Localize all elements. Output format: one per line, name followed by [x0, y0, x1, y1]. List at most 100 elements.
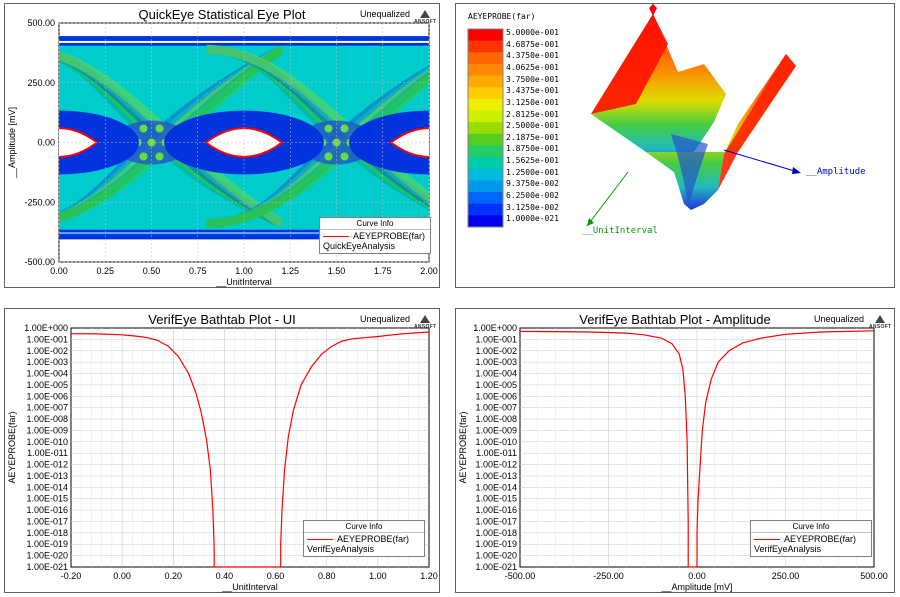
- crossing-dot: [340, 152, 349, 161]
- y-tick-label: 1.00E-019: [26, 539, 68, 549]
- y-tick-label: 1.00E-011: [476, 448, 517, 458]
- x-tick-label: -0.20: [61, 571, 82, 581]
- transition-band: [59, 45, 285, 223]
- legend-entry-label: AEYEPROBE(far): [337, 534, 410, 544]
- eye-opening-border: [59, 110, 139, 175]
- colorbar-swatch: [468, 192, 503, 205]
- y-tick-label: 1.00E-010: [475, 437, 517, 447]
- y-tick-label: 1.00E-013: [26, 471, 68, 481]
- crossing-dot: [340, 124, 349, 133]
- x-axis-label: __UnitInterval: [221, 582, 278, 592]
- y-tick-label: 1.00E-006: [26, 391, 68, 401]
- y-tick-label: 1.00E-005: [475, 380, 517, 390]
- y-tick-label: 1.00E-004: [26, 369, 68, 379]
- y-tick-label: 1.00E-002: [475, 346, 517, 356]
- colorbar-tick-label: 4.0625e-001: [506, 62, 559, 72]
- crossing-dot: [324, 152, 333, 161]
- x-tick-label: 2.00: [420, 266, 438, 276]
- surface-trough: [671, 134, 708, 207]
- colorbar-tick-label: 3.1250e-001: [506, 97, 559, 107]
- colorbar-swatch: [468, 168, 503, 181]
- colorbar-tick-label: 5.0000e-001: [506, 28, 559, 37]
- unequalized-label: Unequalized: [814, 314, 865, 324]
- legend[interactable]: Curve Info AEYEPROBE(far) VerifEyeAnalys…: [750, 520, 872, 557]
- legend-entry-label: AEYEPROBE(far): [353, 231, 426, 241]
- y-tick-label: 1.00E-006: [475, 391, 517, 401]
- unit-interval-axis-line: [586, 171, 629, 227]
- x-tick-label: 0.75: [189, 266, 207, 276]
- legend-line-swatch: [307, 538, 333, 540]
- eye-plot-svg: 0.00 0.25 0.50 0.75 1.00 1.25 1.50 1.75 2.00 500.…: [7, 18, 438, 287]
- legend[interactable]: Curve Info AEYEPROBE(far) VerifEyeAnalys…: [303, 520, 425, 557]
- x-tick-label: 500.00: [860, 571, 888, 581]
- colorbar-swatch: [468, 40, 503, 53]
- y-tick-label: 1.00E-007: [26, 403, 68, 413]
- crossing-dot: [139, 152, 148, 161]
- y-tick-label: 1.00E-016: [26, 505, 68, 515]
- colorbar-tick-label: 2.5000e-001: [506, 121, 559, 131]
- y-tick-label: 1.00E-003: [26, 357, 68, 367]
- colorbar-swatch: [468, 87, 503, 100]
- x-tick-label: 1.25: [281, 266, 299, 276]
- x-axis-label: __UnitInterval: [215, 277, 272, 287]
- y-tick-label: 1.00E-013: [475, 471, 517, 481]
- y-tick-label: 1.00E-010: [26, 437, 68, 447]
- y-tick-label: -500.00: [24, 257, 55, 267]
- x-tick-label: 0.00: [688, 571, 706, 581]
- y-tick-label: 1.00E+000: [473, 323, 517, 333]
- surface-left-wall: [591, 14, 726, 172]
- x-tick-label: 0.50: [143, 266, 161, 276]
- colorbar-title: AEYEPROBE(far): [468, 12, 536, 21]
- upper-rail-line: [59, 40, 429, 43]
- eye-plot-panel: 0.00 0.25 0.50 0.75 1.00 1.25 1.50 1.75 2.00 500.…: [4, 3, 440, 288]
- legend-entry-label: AEYEPROBE(far): [784, 534, 857, 544]
- y-tick-label: 1.00E-003: [475, 357, 517, 367]
- y-tick-label: 1.00E-001: [475, 334, 517, 344]
- y-tick-label: 0.00: [37, 138, 55, 148]
- colorbar-tick-label: 3.1250e-002: [506, 202, 559, 212]
- x-tick-label: 0.00: [50, 266, 68, 276]
- colorbar-tick-label: 4.6875e-001: [506, 39, 559, 49]
- colorbar-tick-label: 1.5625e-001: [506, 156, 559, 166]
- x-tick-label: -500.00: [505, 571, 536, 581]
- vertical-axis-arrow-icon: [649, 4, 657, 16]
- colorbar-tick-label: 1.8750e-001: [506, 144, 559, 154]
- crossing-dot: [139, 124, 148, 133]
- legend-subtitle: VerifEyeAnalysis: [754, 544, 822, 554]
- colorbar-tick-label: 4.3750e-001: [506, 51, 559, 61]
- legend-entry: AEYEPROBE(far): [751, 533, 871, 544]
- legend[interactable]: Curve Info AEYEPROBE(far) QuickEyeAnalys…: [319, 217, 431, 254]
- bathtub-amplitude-panel: 1.00E+000 1.00E-001 1.00E-002 1.00E-003 1.00…: [455, 308, 895, 593]
- bathtub-curve: [519, 330, 875, 568]
- surface-plot-svg: [467, 4, 801, 228]
- legend-entry: AEYEPROBE(far): [304, 533, 424, 544]
- eye-opening: [389, 127, 429, 158]
- y-tick-label: 1.00E-018: [26, 528, 68, 538]
- x-tick-label: 0.20: [165, 571, 183, 581]
- transition-band: [206, 44, 429, 203]
- colorbar-tick-label: 3.4375e-001: [506, 86, 559, 96]
- y-tick-label: 1.00E-011: [27, 448, 68, 458]
- eye-heatmap: [59, 36, 429, 240]
- y-tick-label: 1.00E-008: [26, 414, 68, 424]
- y-tick-label: 1.00E-019: [475, 539, 517, 549]
- unequalized-label: Unequalized: [360, 9, 411, 19]
- amplitude-axis-line: [723, 149, 799, 173]
- y-tick-label: 1.00E-012: [475, 460, 517, 470]
- colorbar-tick-label: 3.7500e-001: [506, 74, 559, 84]
- y-tick-label: 1.00E-016: [475, 505, 517, 515]
- x-tick-label: 1.50: [328, 266, 346, 276]
- colorbar-tick-label: 2.8125e-001: [506, 109, 559, 119]
- ansoft-logo-icon: [875, 315, 885, 323]
- y-axis-label: AEYEPROBE(far): [458, 411, 468, 483]
- chart-title: VerifEye Bathtab Plot - UI: [148, 312, 296, 327]
- crossing-dot: [155, 152, 164, 161]
- colorbar-tick-label: 1.2500e-001: [506, 167, 559, 177]
- lower-rail-band: [59, 229, 429, 240]
- y-tick-label: 1.00E-008: [475, 414, 517, 424]
- surface-right-edge: [718, 54, 796, 190]
- crossing-dot: [324, 124, 333, 133]
- surface-left-edge: [591, 14, 668, 114]
- legend-entry: AEYEPROBE(far): [320, 230, 430, 241]
